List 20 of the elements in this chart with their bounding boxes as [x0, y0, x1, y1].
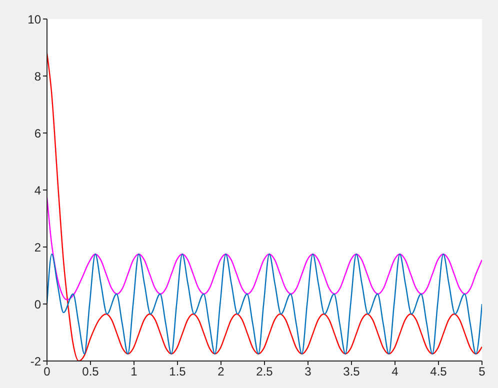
x-tick-label: 2: [218, 364, 225, 379]
y-tick-label: -2: [30, 354, 42, 368]
x-tick-label: 1.5: [169, 364, 186, 379]
x-tick-label: 3.5: [343, 364, 360, 379]
x-tick-label: 1: [130, 364, 138, 379]
x-tick-label: 0: [44, 364, 51, 379]
y-tick-label: 6: [34, 126, 42, 140]
y-tick-label: 10: [28, 12, 42, 26]
y-tick-label: 2: [34, 240, 42, 254]
x-tick-label: 0.5: [82, 364, 100, 379]
x-tick-label: 4: [392, 364, 399, 379]
line-series: [47, 196, 482, 300]
x-tick-label: 2.5: [256, 364, 274, 379]
y-tick-label: 4: [34, 183, 42, 198]
line-series: [47, 254, 482, 354]
x-tick-label: 5: [478, 364, 486, 379]
y-tick-label: 0: [34, 297, 42, 312]
x-tick-label: 3: [304, 364, 312, 379]
x-tick-label: 4.5: [430, 364, 448, 379]
y-tick-label: 8: [34, 69, 42, 84]
